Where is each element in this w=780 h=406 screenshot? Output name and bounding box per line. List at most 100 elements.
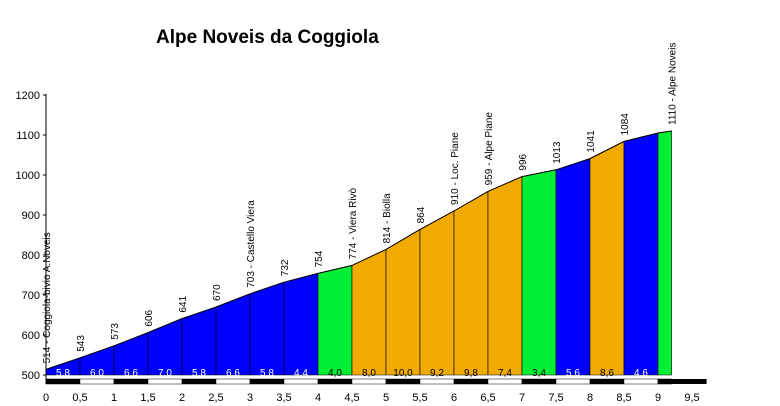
x-tick-label: 0,5 [72, 392, 87, 404]
x-tick-label: 6 [451, 392, 457, 404]
distance-block [521, 378, 557, 385]
axes [43, 94, 47, 384]
gradient-label: 8,6 [600, 368, 614, 379]
y-tick-label: 700 [22, 290, 40, 302]
x-tick-label: 4 [315, 392, 321, 404]
y-tick-label: 1100 [16, 130, 40, 142]
elevation-label: 514 - Coggiola-bivio A.Noveis [42, 232, 53, 363]
elevation-label: 703 - Castello Viera [246, 200, 257, 288]
elevation-label: 910 - Loc. Piane [450, 132, 461, 205]
gradient-label: 6,0 [90, 368, 104, 379]
gradient-label: 7,0 [158, 368, 172, 379]
distance-block [45, 378, 81, 385]
x-tick-label: 3,5 [276, 392, 291, 404]
gradient-label: 6,6 [124, 368, 138, 379]
y-tick-label: 1000 [16, 170, 40, 182]
x-tick-label: 1 [111, 392, 117, 404]
distance-block [657, 378, 672, 385]
distance-block [555, 378, 591, 385]
profile-segment [385, 228, 421, 376]
x-tick-label: 4,5 [344, 392, 359, 404]
profile-segments [45, 130, 672, 376]
x-tick-label: 8,5 [616, 392, 631, 404]
gradient-label: 9,2 [430, 368, 444, 379]
elevation-label: 732 [280, 259, 291, 276]
distance-block [147, 378, 183, 385]
gradient-label: 7,4 [498, 368, 512, 379]
distance-block [589, 378, 625, 385]
y-tick-label: 600 [22, 330, 40, 342]
distance-block [419, 378, 455, 385]
distance-block [671, 379, 707, 384]
elevation-label: 573 [110, 323, 121, 340]
x-tick-label: 1,5 [140, 392, 155, 404]
distance-block [79, 378, 115, 385]
x-tick-label: 5 [383, 392, 389, 404]
elevation-label: 670 [212, 284, 223, 301]
profile-outline [45, 130, 672, 370]
x-tick-label: 8 [587, 392, 593, 404]
profile-segment [351, 248, 387, 376]
distance-block [385, 378, 421, 385]
profile-segment [283, 273, 319, 376]
x-tick-label: 5,5 [412, 392, 427, 404]
elevation-label: 606 [144, 309, 155, 326]
gradient-label: 8,0 [362, 368, 376, 379]
elevation-label: 864 [416, 206, 427, 223]
elevation-label: 959 - Alpe Piane [484, 112, 495, 186]
profile-segment [589, 140, 625, 376]
elevation-label: 641 [178, 295, 189, 312]
distance-block [453, 378, 489, 385]
profile-segment [623, 132, 659, 376]
gradient-label: 4,6 [634, 368, 648, 379]
gradient-label: 4,4 [294, 368, 308, 379]
profile-segment [555, 158, 591, 376]
profile-segment [249, 281, 285, 376]
y-tick-label: 500 [22, 370, 40, 382]
gradient-label: 5,8 [192, 368, 206, 379]
gradient-label: 9,8 [464, 368, 478, 379]
gradient-label: 3,4 [532, 368, 546, 379]
x-tick-label: 0 [43, 392, 49, 404]
distance-block [317, 378, 353, 385]
elevation-label: 754 [314, 250, 325, 267]
y-tick-label: 800 [22, 250, 40, 262]
x-tick-label: 9,5 [684, 392, 699, 404]
point-labels: 514 - Coggiola-bivio A.Noveis 543 573 606 64… [42, 43, 679, 364]
x-tick-label: 7 [519, 392, 525, 404]
distance-block [249, 378, 285, 385]
x-tick-label: 9 [655, 392, 661, 404]
elevation-label: 814 - Biolla [382, 193, 393, 243]
gradient-label: 4,0 [328, 368, 342, 379]
elevation-label: 1041 [586, 130, 597, 153]
distance-block [181, 378, 217, 385]
gradient-label: 6,6 [226, 368, 240, 379]
elevation-label: 774 - Viera Rivò [348, 187, 359, 259]
distance-block [487, 378, 523, 385]
gradient-label: 5,8 [56, 368, 70, 379]
x-tick-label: 7,5 [548, 392, 563, 404]
x-axis-ticks: 0 0,5 1 1,5 2 2,5 3 3,5 4 4,5 5 5,5 6 6,5 7 7,5 8 8,5 9 9,5 [43, 392, 700, 404]
distance-block [623, 378, 659, 385]
gradient-label: 5,8 [260, 368, 274, 379]
elevation-label: 1110 - Alpe Noveis [668, 43, 679, 125]
y-tick-label: 900 [22, 210, 40, 222]
x-tick-label: 3 [247, 392, 253, 404]
distance-block [351, 378, 387, 385]
elevation-label: 543 [76, 335, 87, 352]
y-axis-ticks: 500 600 700 800 900 1000 1100 1200 [16, 90, 40, 382]
distance-block [283, 378, 319, 385]
gradient-labels: 5,8 6,0 6,6 7,0 5,8 6,6 5,8 4,4 4,0 8,0 10,0 9,2 9,8… [56, 368, 648, 379]
distance-bar [45, 378, 707, 385]
profile-segment [419, 210, 455, 376]
x-tick-label: 2,5 [208, 392, 223, 404]
distance-block [113, 378, 149, 385]
elevation-label: 1013 [552, 141, 563, 164]
x-tick-label: 6,5 [480, 392, 495, 404]
elevation-label: 1084 [620, 113, 631, 136]
elevation-label: 996 [518, 153, 529, 170]
gradient-label: 5,6 [566, 368, 580, 379]
y-tick-label: 1200 [16, 90, 40, 102]
profile-segment [317, 265, 353, 376]
gradient-label: 10,0 [393, 368, 413, 379]
